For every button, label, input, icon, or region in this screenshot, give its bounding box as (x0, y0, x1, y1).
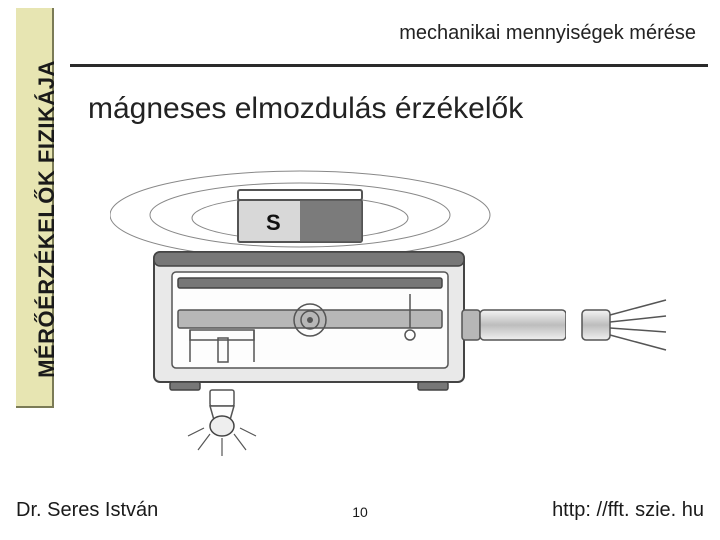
indicator-lamp-icon (188, 390, 256, 456)
sensor-diagram: S (110, 160, 670, 460)
sensor-body (154, 252, 464, 390)
bar-magnet-icon: S (238, 190, 362, 242)
footer-url: http: //fft. szie. hu (552, 499, 704, 522)
page-title: mágneses elmozdulás érzékelők (88, 92, 523, 126)
header-rule (70, 64, 708, 67)
magnet-pole-label: S (266, 210, 281, 235)
footer-author: Dr. Seres István (16, 499, 158, 522)
footer-page: 10 (352, 504, 368, 520)
side-band: MÉRŐÉRZÉKELŐK FIZIKÁJA (16, 8, 54, 408)
header-subtitle: mechanikai mennyiségek mérése (399, 22, 696, 45)
side-title: MÉRŐÉRZÉKELŐK FIZIKÁJA (34, 34, 64, 404)
cable-icon (462, 300, 666, 350)
slide-root: MÉRŐÉRZÉKELŐK FIZIKÁJA mechanikai mennyi… (0, 0, 720, 540)
